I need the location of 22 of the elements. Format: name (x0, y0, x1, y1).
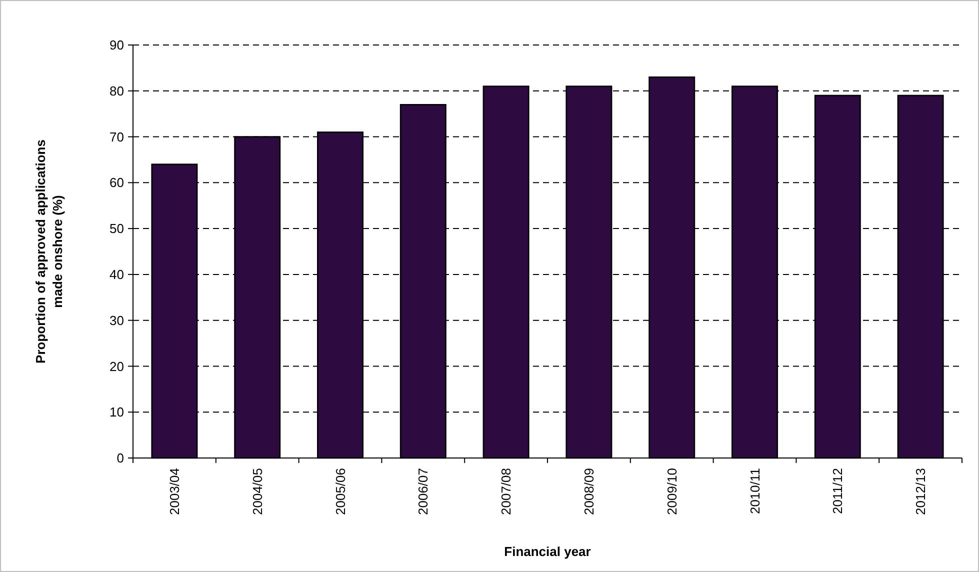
y-tick-label: 0 (116, 450, 124, 466)
y-tick-label: 10 (110, 404, 124, 420)
x-tick-label: 2003/04 (167, 468, 182, 515)
x-tick-label: 2011/12 (830, 468, 846, 514)
y-tick-label: 60 (110, 175, 124, 190)
x-tick-label: 2007/08 (498, 468, 514, 515)
y-tick-label: 50 (110, 221, 124, 236)
y-tick-label: 70 (110, 129, 124, 144)
x-tick-label: 2012/13 (913, 468, 928, 515)
y-tick-label: 80 (110, 83, 124, 98)
x-tick-label: 2005/06 (332, 468, 348, 515)
x-tick-label: 2006/07 (416, 468, 431, 515)
y-tick-label: 30 (110, 312, 124, 328)
x-tick-label: 2004/05 (250, 468, 265, 515)
x-tick-label: 2010/11 (747, 468, 762, 514)
y-tick-label: 20 (110, 358, 124, 374)
y-axis-title: Proportion of approved applications made onshore (%) (33, 140, 65, 364)
y-tick-label: 90 (110, 38, 124, 53)
x-tick-label: 2008/09 (582, 468, 596, 515)
x-tick-label: 2009/10 (664, 468, 680, 515)
y-tick-label: 40 (110, 266, 124, 282)
x-axis-title: Financial year (504, 544, 591, 559)
